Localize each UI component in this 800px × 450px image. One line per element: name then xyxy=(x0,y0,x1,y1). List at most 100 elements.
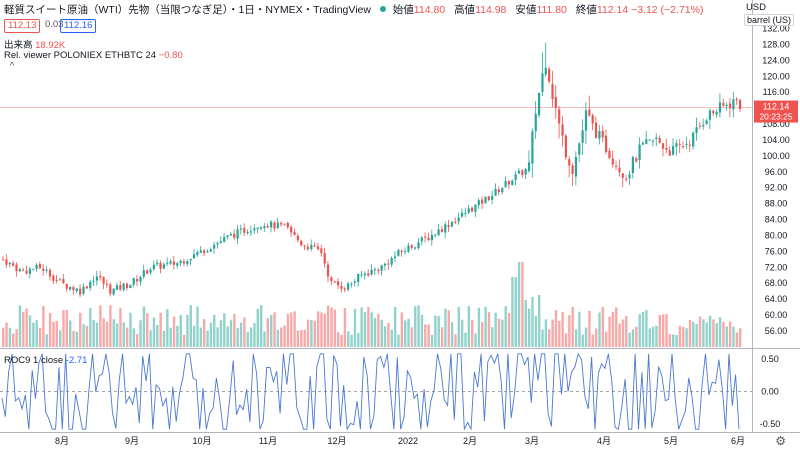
candle-body xyxy=(109,284,112,294)
volume-bar xyxy=(300,329,303,347)
gear-icon[interactable]: ⚙ xyxy=(775,434,786,448)
volume-bar xyxy=(337,332,340,347)
volume-bar xyxy=(55,320,58,347)
volume-bar xyxy=(360,307,363,347)
volume-bar xyxy=(256,308,259,347)
volume-bar xyxy=(601,306,605,347)
price-tick-label: 120.00 xyxy=(762,71,790,81)
candle-body xyxy=(430,234,433,241)
candle-body xyxy=(682,146,685,148)
volume-bar xyxy=(125,327,129,347)
volume-bar xyxy=(159,312,162,347)
volume-bar xyxy=(554,310,558,347)
volume-bar xyxy=(266,318,270,347)
roc-legend[interactable]: ROC9 1 close -2.71 xyxy=(4,355,87,366)
candle-body xyxy=(189,258,192,261)
candle-body xyxy=(474,204,477,212)
close-value: 112.14 −3.12 (−2.71%) xyxy=(596,4,704,16)
volume-bar xyxy=(233,313,236,347)
candle-body xyxy=(447,225,450,227)
volume-bar xyxy=(270,315,273,347)
candle-body xyxy=(725,104,728,107)
volume-bar xyxy=(511,277,514,347)
volume-bar xyxy=(615,307,618,347)
volume-bar xyxy=(628,332,631,347)
volume-bar xyxy=(675,334,678,347)
volume-bar xyxy=(464,332,467,347)
buy-price-box[interactable]: 112.16 xyxy=(60,19,97,33)
volume-bar xyxy=(648,328,651,347)
volume-bar xyxy=(414,306,417,347)
candle-body xyxy=(618,167,621,173)
price-tick-label: 56.00 xyxy=(765,326,788,336)
volume-bar xyxy=(725,326,728,347)
candle-body xyxy=(203,250,206,254)
price-tick-label: 88.00 xyxy=(765,199,788,209)
unit-selector[interactable]: barrel (US) xyxy=(743,14,794,26)
volume-bar xyxy=(407,318,410,347)
volume-bar xyxy=(635,326,638,347)
volume-bar xyxy=(538,295,541,347)
volume-bar xyxy=(521,262,524,347)
volume-bar xyxy=(568,315,571,347)
volume-bar xyxy=(447,310,450,347)
candle-body xyxy=(692,132,695,147)
candle-body xyxy=(437,229,440,236)
volume-bar xyxy=(658,314,661,347)
sell-price-box[interactable]: 112.13 xyxy=(4,19,41,33)
volume-bar xyxy=(444,308,447,347)
month-label: 10月 xyxy=(192,436,211,446)
volume-bar xyxy=(102,318,105,347)
volume-bar xyxy=(89,307,92,347)
candle-body xyxy=(732,99,735,110)
close-label: 終値 xyxy=(575,4,597,16)
candle-body xyxy=(678,143,681,145)
volume-bar xyxy=(280,327,283,347)
volume-bar xyxy=(350,334,353,347)
volume-bar xyxy=(333,309,337,347)
collapse-chevron-icon[interactable]: ^ xyxy=(9,61,15,72)
candle-body xyxy=(708,110,712,120)
volume-bar xyxy=(698,316,702,347)
volume-bar xyxy=(427,324,430,347)
rel-viewer-legend[interactable]: Rel. viewer POLONIEX ETHBTC 24 −0.80 xyxy=(4,50,183,61)
volume-bar xyxy=(732,326,735,347)
candle-body xyxy=(196,252,199,256)
volume-bar xyxy=(685,328,688,347)
volume-bar xyxy=(487,311,491,347)
candle-body xyxy=(306,246,310,250)
candle-body xyxy=(712,110,715,114)
candle-body xyxy=(316,246,320,250)
candle-body xyxy=(102,276,105,284)
candle-body xyxy=(192,254,196,259)
candle-body xyxy=(99,276,102,278)
candle-body xyxy=(223,236,226,242)
volume-bar xyxy=(72,330,75,347)
volume-bar xyxy=(95,322,99,347)
price-tick-label: 128.00 xyxy=(762,39,790,49)
high-value: 114.98 xyxy=(475,4,507,16)
volume-bar xyxy=(5,322,8,347)
volume-legend[interactable]: 出来高 18.92K xyxy=(4,37,65,51)
candle-body xyxy=(105,283,109,285)
volume-bar xyxy=(22,311,25,347)
candle-body xyxy=(417,242,420,249)
candle-body xyxy=(79,288,82,295)
candle-body xyxy=(487,196,490,201)
candle-body xyxy=(601,130,604,138)
candle-body xyxy=(554,96,557,109)
candle-body xyxy=(28,268,31,274)
roc-label: ROC9 1 close xyxy=(4,355,64,366)
candle-body xyxy=(162,264,165,269)
candle-body xyxy=(259,227,263,229)
volume-bar xyxy=(705,322,708,347)
candle-body xyxy=(92,280,95,283)
volume-bar xyxy=(645,309,648,347)
month-label: 2022 xyxy=(398,436,418,446)
candle-body xyxy=(434,234,437,236)
candle-body xyxy=(571,165,574,174)
symbol-title[interactable]: 軽質スイート原油（WTI）先物（当限つなぎ足）・1日・NYMEX・Trading… xyxy=(4,4,371,16)
candle-body xyxy=(561,124,564,136)
volume-bar xyxy=(598,312,601,347)
